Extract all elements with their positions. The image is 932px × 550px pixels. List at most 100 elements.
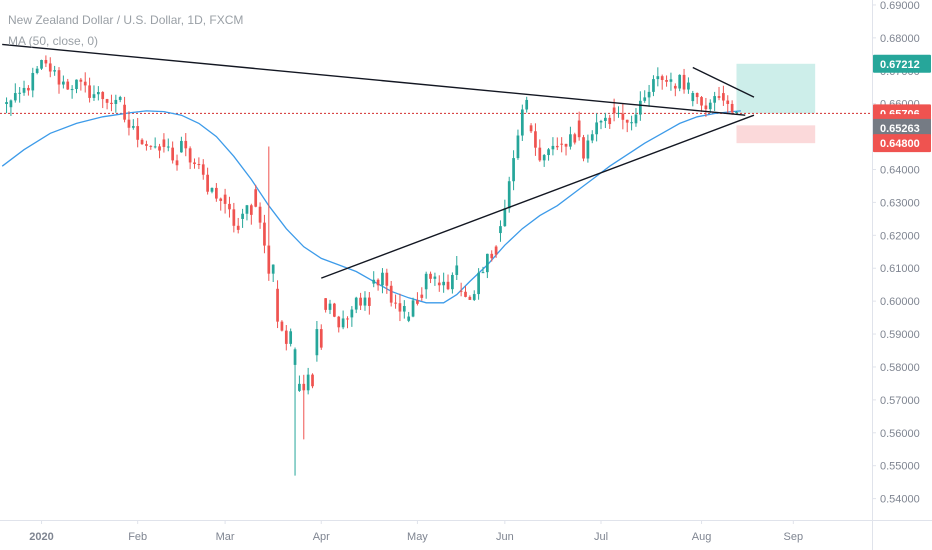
candle[interactable] xyxy=(31,72,35,91)
candle[interactable] xyxy=(201,164,205,175)
candle[interactable] xyxy=(455,265,459,275)
candle[interactable] xyxy=(608,117,612,125)
candle[interactable] xyxy=(582,137,585,159)
candle[interactable] xyxy=(472,294,476,300)
candle[interactable] xyxy=(254,189,258,207)
candle[interactable] xyxy=(713,96,717,103)
candle[interactable] xyxy=(319,329,323,348)
ascending-support-trendline[interactable] xyxy=(321,114,755,279)
candle[interactable] xyxy=(590,134,594,141)
candle[interactable] xyxy=(110,102,113,104)
candle[interactable] xyxy=(660,76,664,81)
candle[interactable] xyxy=(245,205,249,214)
candle[interactable] xyxy=(446,281,450,290)
candle[interactable] xyxy=(569,134,572,147)
candle[interactable] xyxy=(114,99,118,104)
candle[interactable] xyxy=(656,76,660,80)
candle[interactable] xyxy=(442,281,446,286)
candle[interactable] xyxy=(704,105,708,110)
candle[interactable] xyxy=(70,89,74,91)
stop-zone[interactable] xyxy=(736,125,816,144)
candle[interactable] xyxy=(682,74,686,90)
candle[interactable] xyxy=(372,279,376,284)
candle[interactable] xyxy=(551,145,555,150)
target-zone[interactable] xyxy=(736,63,816,114)
candle[interactable] xyxy=(726,100,730,104)
candle[interactable] xyxy=(625,119,629,123)
candle[interactable] xyxy=(647,91,651,98)
candle[interactable] xyxy=(175,160,179,166)
candle[interactable] xyxy=(367,297,371,306)
candle[interactable] xyxy=(700,97,703,106)
candle[interactable] xyxy=(153,146,157,148)
candle[interactable] xyxy=(298,383,301,391)
candle[interactable] xyxy=(437,282,441,286)
candle[interactable] xyxy=(96,92,100,95)
candle[interactable] xyxy=(66,81,70,90)
candle[interactable] xyxy=(621,113,625,120)
candle[interactable] xyxy=(516,135,520,159)
candle[interactable] xyxy=(490,253,494,259)
candle[interactable] xyxy=(302,383,306,391)
candle[interactable] xyxy=(468,296,472,300)
descending-resistance-trendline[interactable] xyxy=(2,43,746,116)
candle[interactable] xyxy=(346,318,349,320)
candle[interactable] xyxy=(131,126,135,128)
candle[interactable] xyxy=(529,125,533,132)
candle[interactable] xyxy=(499,226,502,234)
candle[interactable] xyxy=(13,93,17,101)
candle[interactable] xyxy=(512,158,515,182)
candle[interactable] xyxy=(236,225,240,230)
candle[interactable] xyxy=(673,85,677,89)
candle[interactable] xyxy=(691,93,695,102)
candle[interactable] xyxy=(166,146,170,148)
candle[interactable] xyxy=(293,349,297,365)
candle[interactable] xyxy=(477,272,480,295)
ma-50-line[interactable] xyxy=(1,110,741,304)
candle[interactable] xyxy=(503,208,507,227)
candle[interactable] xyxy=(249,205,253,215)
candle[interactable] xyxy=(306,374,310,391)
candle[interactable] xyxy=(560,143,564,145)
candle[interactable] xyxy=(44,59,48,64)
candle[interactable] xyxy=(643,97,647,101)
candle[interactable] xyxy=(188,148,192,163)
candle[interactable] xyxy=(389,285,393,303)
candle[interactable] xyxy=(538,147,542,161)
candle[interactable] xyxy=(123,104,126,120)
candle[interactable] xyxy=(494,246,498,255)
candle[interactable] xyxy=(451,274,454,290)
candle[interactable] xyxy=(180,140,183,153)
candle[interactable] xyxy=(678,74,682,89)
candle[interactable] xyxy=(665,80,668,82)
candle[interactable] xyxy=(228,203,231,210)
candle[interactable] xyxy=(617,112,620,114)
candle[interactable] xyxy=(520,109,524,136)
candle[interactable] xyxy=(429,273,432,279)
candle[interactable] xyxy=(127,119,131,128)
candle[interactable] xyxy=(79,79,83,82)
short-term-resistance-trendline[interactable] xyxy=(692,66,755,98)
candle[interactable] xyxy=(534,131,537,148)
candle[interactable] xyxy=(92,94,96,98)
candle[interactable] xyxy=(555,145,559,148)
candle[interactable] xyxy=(271,264,275,274)
candle[interactable] xyxy=(83,81,87,86)
candle[interactable] xyxy=(62,81,65,85)
candle[interactable] xyxy=(481,272,485,274)
candle[interactable] xyxy=(276,288,279,322)
candle[interactable] xyxy=(289,331,293,344)
candle[interactable] xyxy=(730,103,734,113)
candle[interactable] xyxy=(547,149,550,156)
candle[interactable] xyxy=(158,146,161,151)
candle[interactable] xyxy=(145,144,148,146)
candle[interactable] xyxy=(328,303,332,310)
candle[interactable] xyxy=(612,107,616,114)
candle[interactable] xyxy=(27,87,30,91)
candle[interactable] xyxy=(402,306,406,312)
candle[interactable] xyxy=(586,140,590,159)
candle[interactable] xyxy=(341,318,345,328)
candle[interactable] xyxy=(398,303,402,312)
candle[interactable] xyxy=(53,70,56,72)
